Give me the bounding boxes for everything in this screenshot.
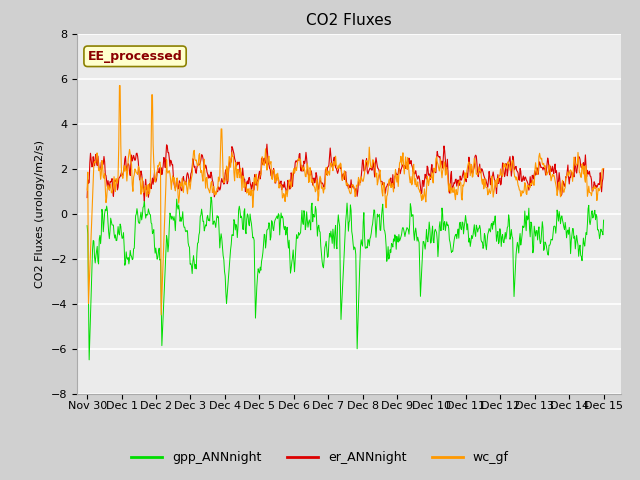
Title: CO2 Fluxes: CO2 Fluxes: [306, 13, 392, 28]
Text: EE_processed: EE_processed: [88, 50, 182, 63]
Y-axis label: CO2 Fluxes (urology/m2/s): CO2 Fluxes (urology/m2/s): [35, 140, 45, 288]
Legend: gpp_ANNnight, er_ANNnight, wc_gf: gpp_ANNnight, er_ANNnight, wc_gf: [126, 446, 514, 469]
